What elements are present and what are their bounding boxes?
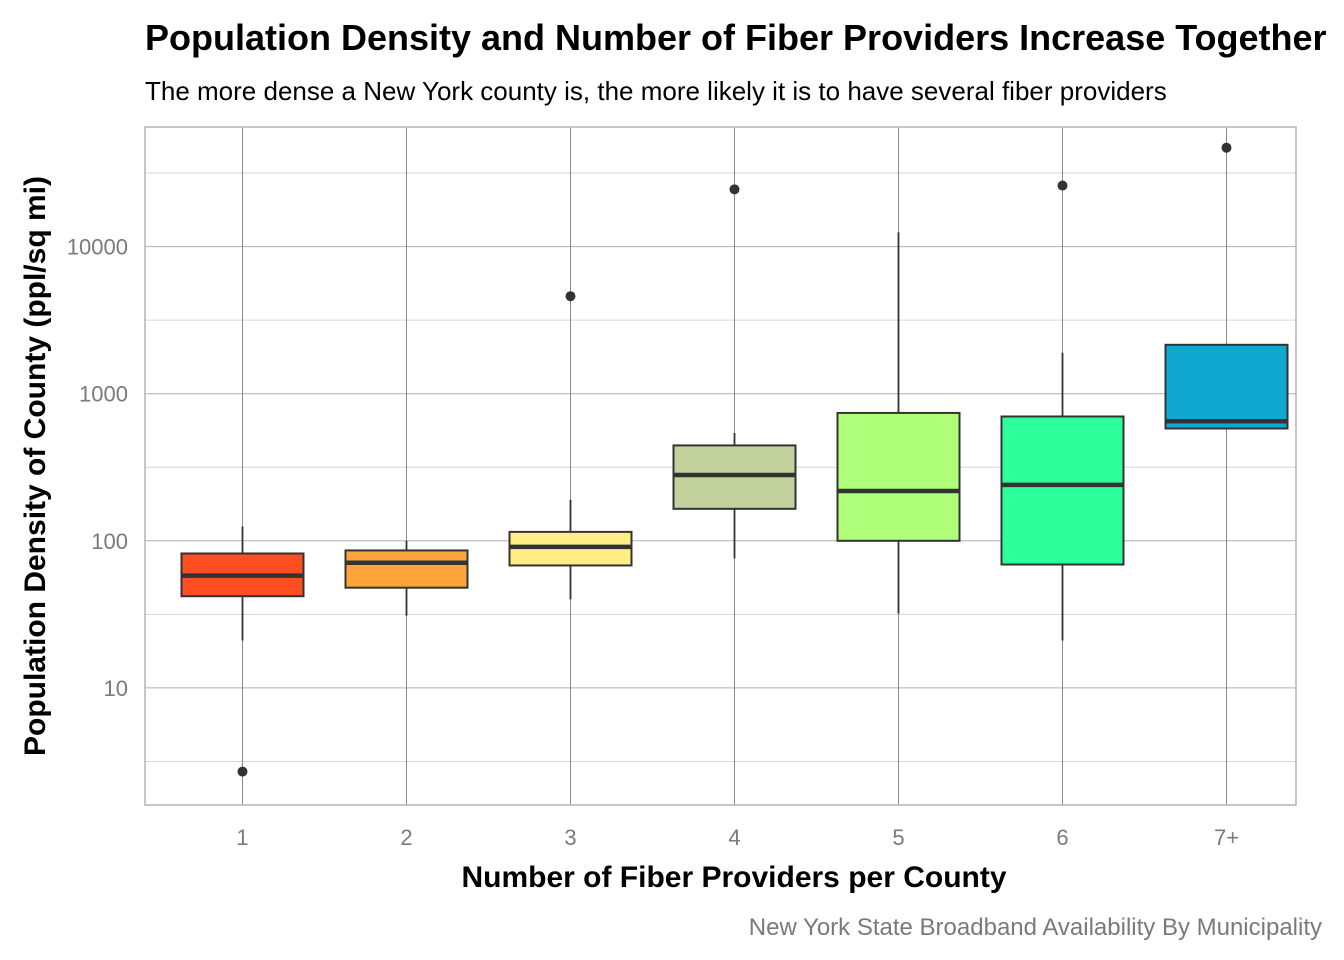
boxes [180,142,1289,777]
box-group [1000,180,1125,641]
x-tick-label: 6 [1056,825,1068,850]
box-iqr [344,549,469,589]
box-group [672,184,797,559]
x-tick-label: 7+ [1214,825,1239,850]
y-tick-label: 10000 [67,235,128,260]
box-group [508,291,633,600]
chart-caption: New York State Broadband Availability By… [749,914,1322,941]
chart-subtitle: The more dense a New York county is, the… [145,76,1167,106]
outlier-point [565,291,576,302]
outlier-point [1057,180,1068,191]
y-tick-label: 10 [104,676,128,701]
box-iqr [1000,415,1125,566]
y-tick-label: 100 [91,529,128,554]
chart-title: Population Density and Number of Fiber P… [145,17,1327,58]
box-group [180,526,305,777]
y-tick-label: 1000 [79,382,128,407]
x-axis-title: Number of Fiber Providers per County [461,861,1006,894]
box-group [836,232,961,614]
tick-labels: 10 100 1000 10000 1 2 3 4 5 6 7+ [67,235,1239,850]
box-group [1164,142,1289,430]
x-tick-label: 5 [892,825,904,850]
outlier-point [237,766,248,777]
outlier-point [1221,142,1232,153]
outlier-point [729,184,740,195]
x-tick-label: 3 [564,825,576,850]
x-tick-label: 4 [728,825,740,850]
x-tick-label: 1 [236,825,248,850]
box-iqr [836,411,961,542]
x-tick-label: 2 [400,825,412,850]
y-axis-title: Population Density of County (ppl/sq mi) [19,176,52,756]
box-iqr [1164,343,1289,430]
box-group [344,540,469,616]
plot-panel-border [144,126,1297,806]
